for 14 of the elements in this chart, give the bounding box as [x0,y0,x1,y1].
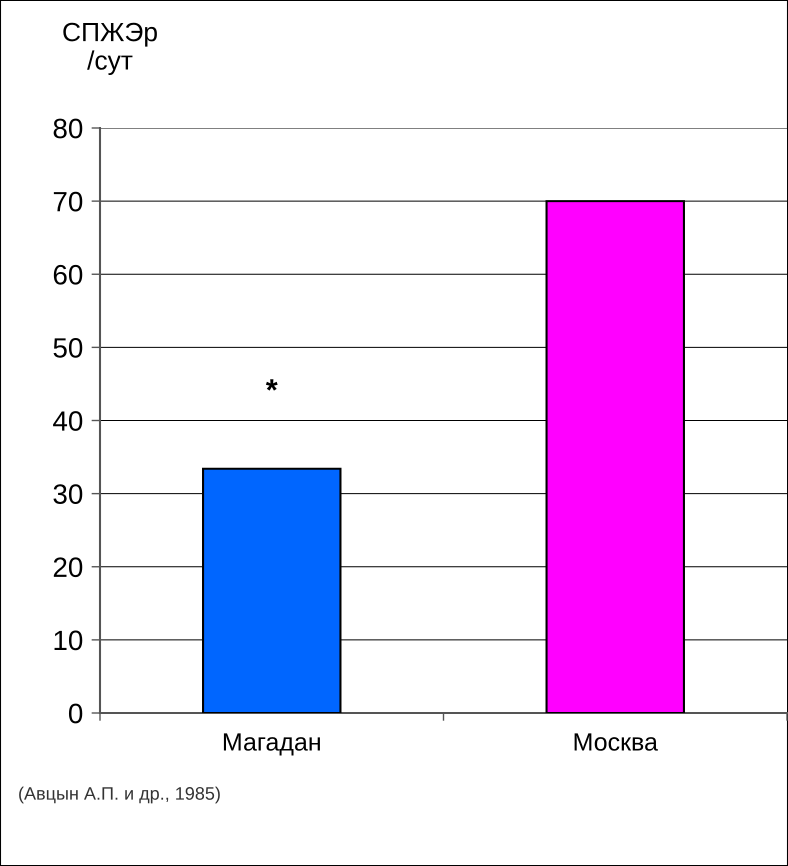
y-axis-title: СПЖЭр /сут [63,22,157,76]
y-tick-label: 10 [54,630,82,650]
y-tick-label: 0 [68,704,82,724]
y-tick-label: 80 [54,118,82,138]
text: (Авцын А.П. и др., 1985) [19,786,220,804]
x-tick-label: Магадан [224,733,320,756]
x-tick-label: Москва [574,733,658,751]
y-tick-label: 60 [54,264,82,285]
y-tick-label: 20 [54,557,82,578]
y-tick-label: 50 [54,338,82,358]
y-tick-label: 30 [54,484,82,504]
y-tick-label: 40 [53,411,82,431]
annotation: * [266,379,278,391]
y-tick-label: 70 [54,192,82,212]
